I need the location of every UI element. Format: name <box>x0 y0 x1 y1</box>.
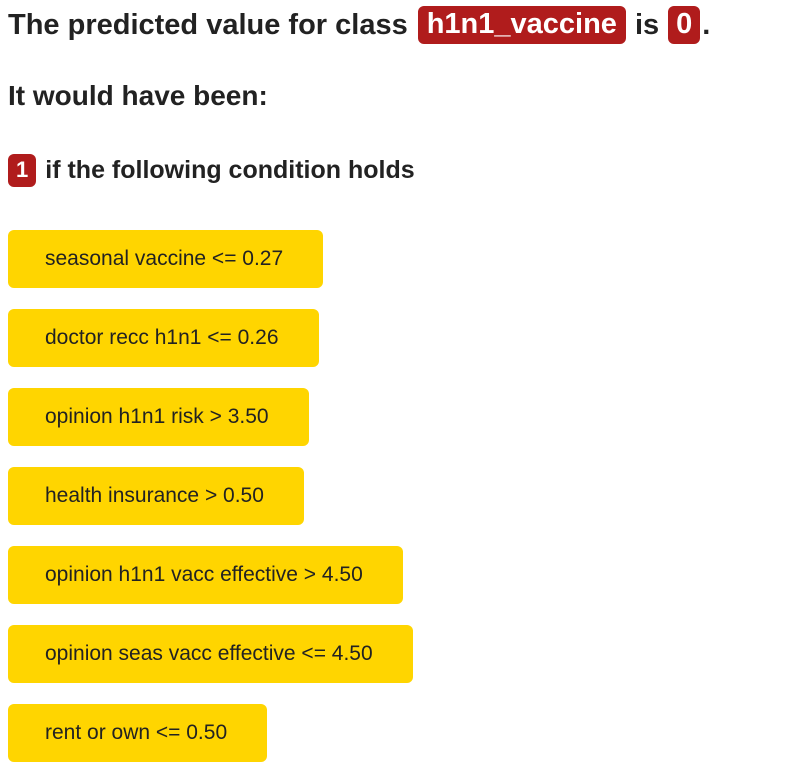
alternative-line: 1 if the following condition holds <box>8 151 415 189</box>
prediction-headline: The predicted value for class h1n1_vacci… <box>8 2 710 48</box>
condition-item: opinion seas vacc effective <= 4.50 <box>8 625 413 683</box>
alternative-text: if the following condition holds <box>45 155 415 184</box>
condition-item: opinion h1n1 vacc effective > 4.50 <box>8 546 403 604</box>
condition-item: seasonal vaccine <= 0.27 <box>8 230 324 288</box>
condition-item: doctor recc h1n1 <= 0.26 <box>8 309 319 367</box>
alternative-value-badge: 1 <box>8 153 37 187</box>
headline-prefix: The predicted value for class <box>8 8 408 41</box>
condition-item: health insurance > 0.50 <box>8 467 304 525</box>
class-name-badge: h1n1_vaccine <box>417 6 626 44</box>
condition-list: seasonal vaccine <= 0.27 doctor recc h1n… <box>8 230 778 783</box>
condition-item: opinion h1n1 risk > 3.50 <box>8 388 309 446</box>
counterfactual-heading: It would have been: <box>8 80 268 111</box>
headline-middle: is <box>634 8 660 41</box>
predicted-value-badge: 0 <box>668 6 701 44</box>
headline-suffix: . <box>702 8 711 41</box>
condition-item: rent or own <= 0.50 <box>8 704 268 762</box>
